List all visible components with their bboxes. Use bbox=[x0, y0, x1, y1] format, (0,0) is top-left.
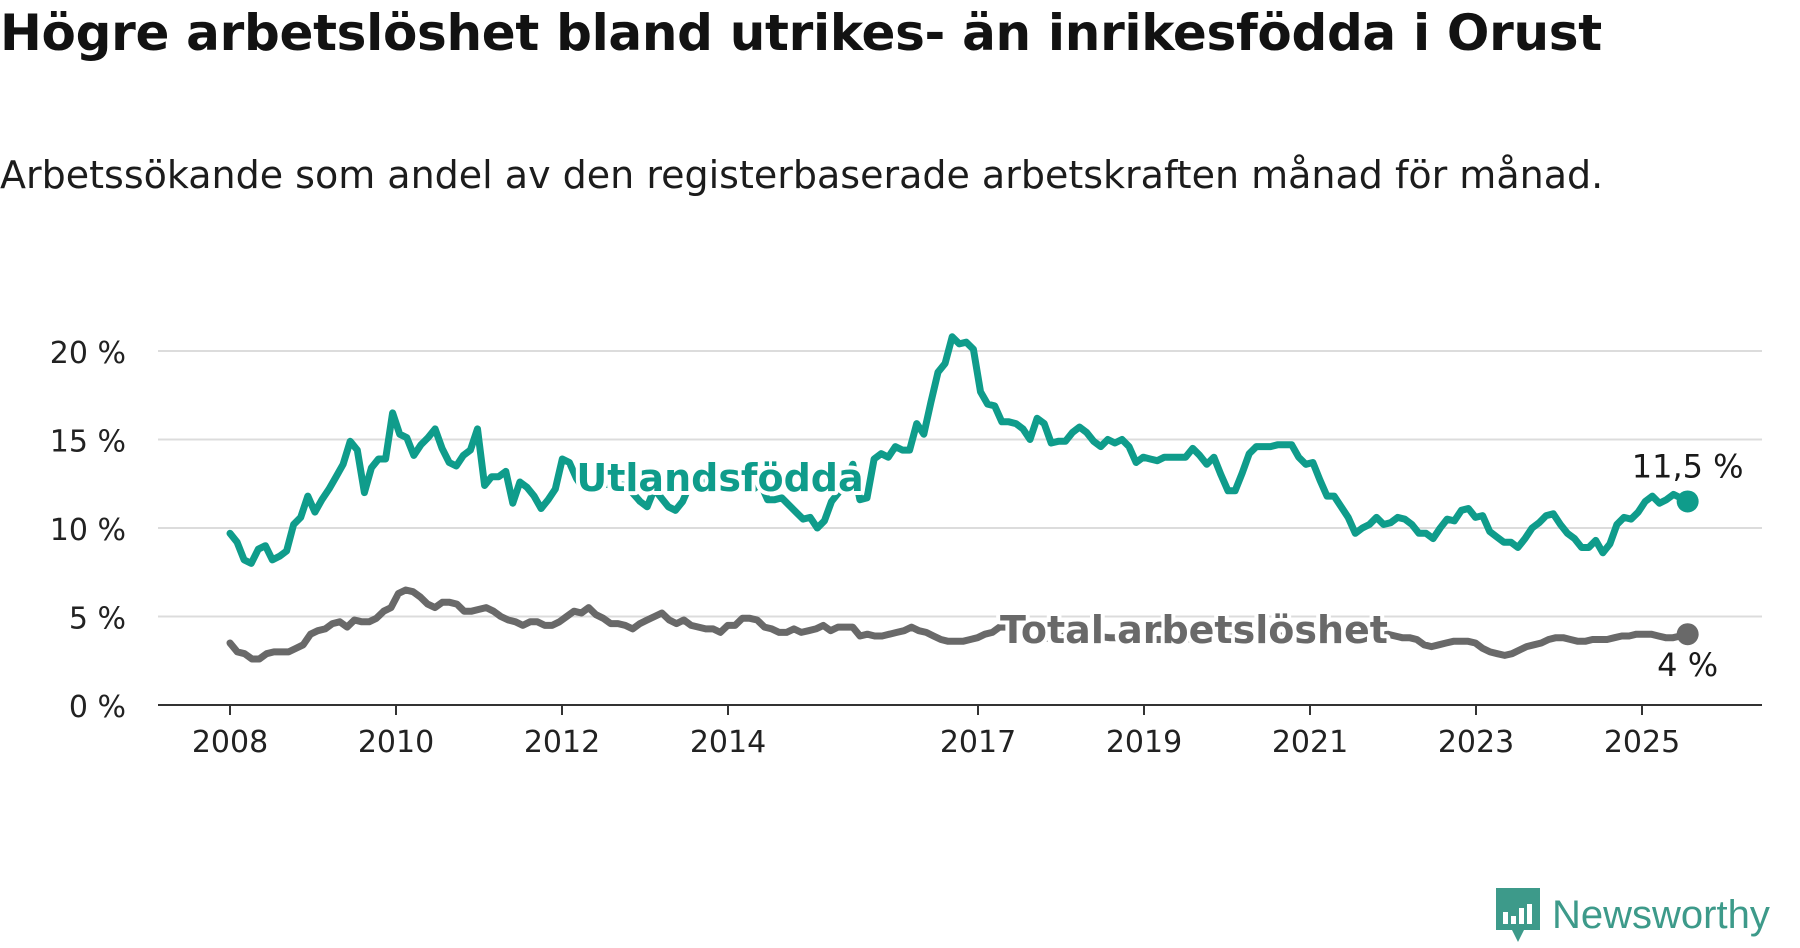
chart-title: Högre arbetslöshet bland utrikes- än inr… bbox=[0, 4, 1602, 62]
end-point-utlandsfodda bbox=[1676, 490, 1699, 513]
x-tick-label: 2010 bbox=[358, 725, 434, 760]
y-tick-label: 0 % bbox=[69, 690, 126, 725]
y-tick-label: 20 % bbox=[50, 336, 126, 371]
x-tick-label: 2023 bbox=[1438, 725, 1514, 760]
x-tick-label: 2014 bbox=[690, 725, 766, 760]
x-tick-label: 2025 bbox=[1604, 725, 1680, 760]
x-tick-label: 2017 bbox=[940, 725, 1016, 760]
series-line-utlandsfodda bbox=[226, 333, 1692, 567]
chart-subtitle: Arbetssökande som andel av den registerb… bbox=[0, 153, 1604, 197]
end-point-total bbox=[1676, 623, 1699, 646]
y-tick-label: 10 % bbox=[50, 513, 126, 548]
series-line-total bbox=[226, 586, 1692, 663]
newsworthy-logo[interactable]: Newsworthy bbox=[1494, 886, 1770, 944]
end-value-total: 4 % bbox=[1657, 646, 1718, 684]
gridlines bbox=[158, 350, 1762, 618]
series-label-utlandsfodda: Utlandsfödda bbox=[576, 456, 863, 500]
axes: 0 % 5 % 10 % 15 % 20 % 2008 2010 2012 2014 2017 20… bbox=[50, 336, 1762, 760]
y-tick-label: 15 % bbox=[50, 425, 126, 460]
y-tick-label: 5 % bbox=[69, 602, 126, 637]
x-tick-label: 2019 bbox=[1106, 725, 1182, 760]
series-labels: 11,5 % Utlandsfödda 4 % Total arbetslöshet bbox=[572, 447, 1744, 684]
series-label-total: Total arbetslöshet bbox=[1000, 608, 1388, 652]
series-lines bbox=[226, 333, 1699, 663]
x-tick-label: 2012 bbox=[524, 725, 600, 760]
brand-name: Newsworthy bbox=[1552, 892, 1770, 937]
x-tick-label: 2021 bbox=[1272, 725, 1348, 760]
end-value-utlandsfodda: 11,5 % bbox=[1632, 447, 1744, 485]
newsworthy-logo-icon bbox=[1496, 888, 1540, 942]
x-tick-label: 2008 bbox=[192, 725, 268, 760]
